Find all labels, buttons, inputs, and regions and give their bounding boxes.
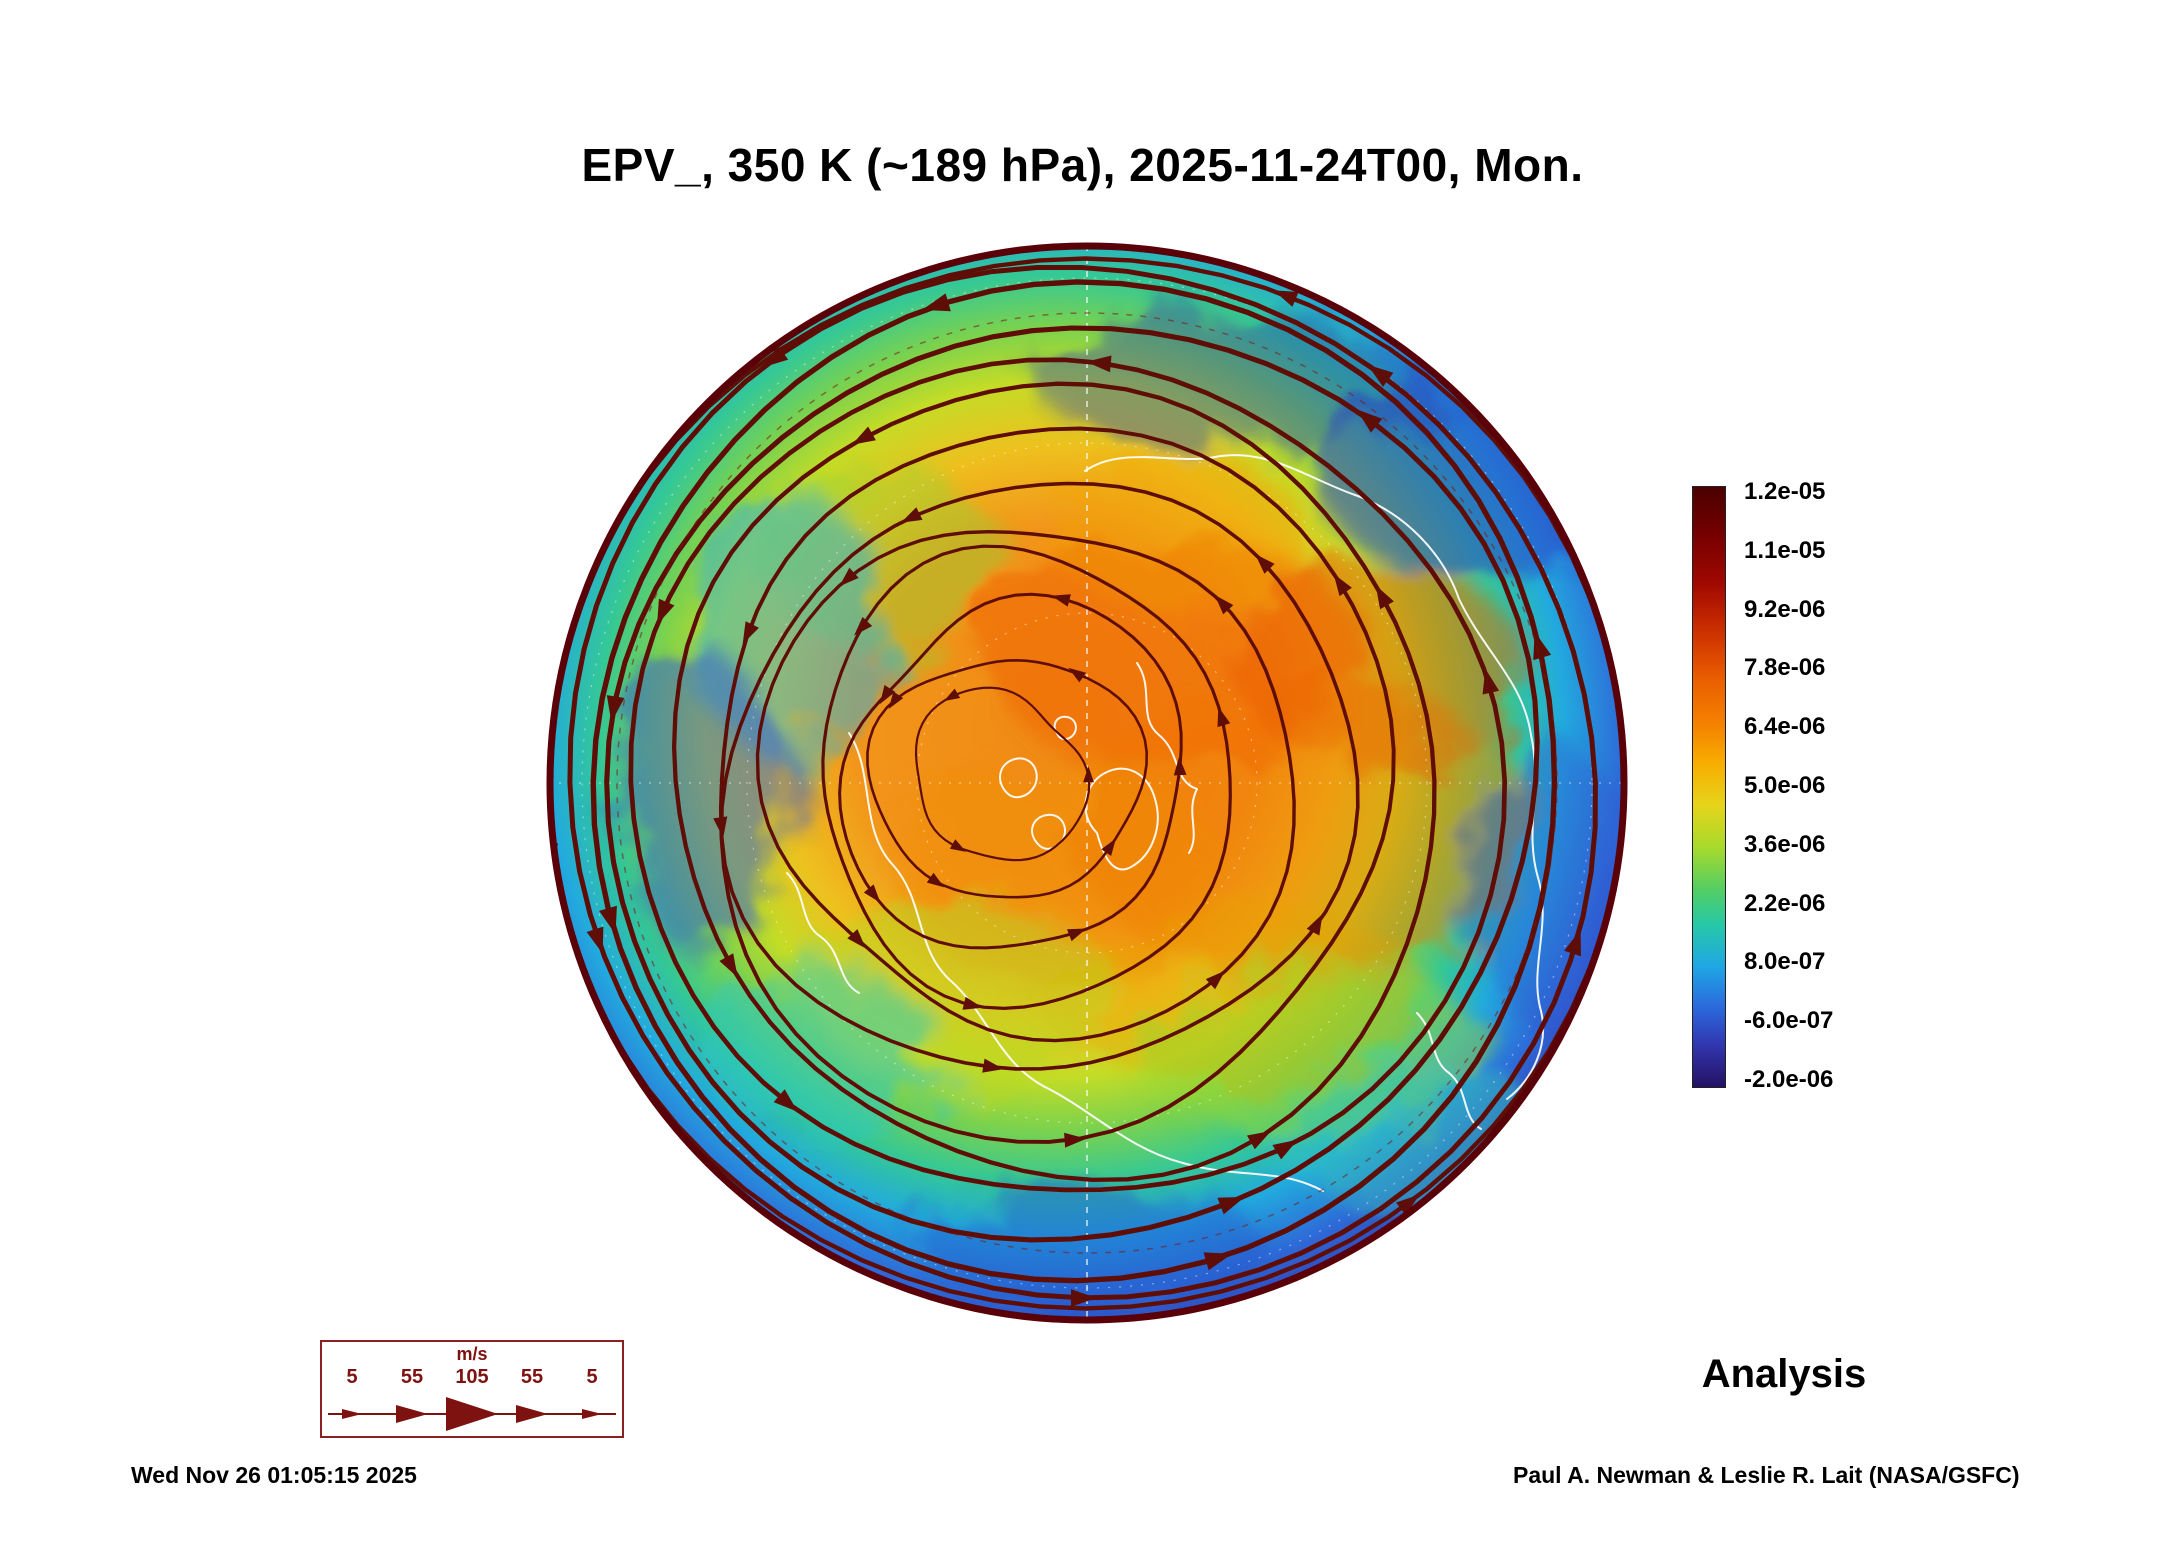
- colorbar-tick-label: 5.0e-06: [1744, 771, 1826, 799]
- colorbar-tick-label: 3.6e-06: [1744, 830, 1826, 858]
- colorbar-tick-label: -2.0e-06: [1744, 1065, 1834, 1093]
- colorbar-gradient: [1692, 486, 1726, 1088]
- colorbar-ticks: 1.2e-05 1.1e-05 9.2e-06 7.8e-06 6.4e-06 5.0e-…: [1744, 478, 1833, 1094]
- generation-timestamp: Wed Nov 26 01:05:15 2025: [131, 1462, 417, 1488]
- colorbar-tick-label: 2.2e-06: [1744, 889, 1826, 917]
- colorbar-tick-label: 6.4e-06: [1744, 713, 1826, 741]
- epv-field-globe: [546, 242, 1628, 1324]
- credit-text: Paul A. Newman & Leslie R. Lait (NASA/GS…: [1513, 1462, 2020, 1488]
- analysis-label: Analysis: [1701, 1352, 1867, 1396]
- wind-streamlines: [549, 256, 1625, 1311]
- polar-map: [537, 233, 1637, 1333]
- coastlines: [786, 454, 1545, 1192]
- wind-legend-tick: 5: [346, 1366, 358, 1388]
- colorbar-tick-label: 1.2e-05: [1744, 478, 1826, 505]
- colorbar-tick-label: -6.0e-07: [1744, 1007, 1834, 1035]
- wind-legend-tick: 55: [520, 1366, 544, 1388]
- wind-legend-tick: 5: [586, 1366, 598, 1388]
- wind-legend-tick: 105: [455, 1366, 489, 1388]
- colorbar-tick-label: 9.2e-06: [1744, 595, 1826, 623]
- wind-legend-units: m/s: [456, 1344, 488, 1364]
- wind-legend-ticks: 5 55 105 55 5: [322, 1366, 622, 1390]
- colorbar-tick-label: 7.8e-06: [1744, 654, 1826, 682]
- colorbar-tick-label: 1.1e-05: [1744, 536, 1826, 564]
- wind-legend-arrows: [328, 1397, 616, 1431]
- plot-title: EPV_, 350 K (~189 hPa), 2025-11-24T00, M…: [581, 139, 1584, 191]
- wind-speed-legend: m/s 5 55 105 55 5: [320, 1340, 624, 1438]
- colorbar-tick-label: 8.0e-07: [1744, 948, 1826, 976]
- wind-legend-tick: 55: [400, 1366, 424, 1388]
